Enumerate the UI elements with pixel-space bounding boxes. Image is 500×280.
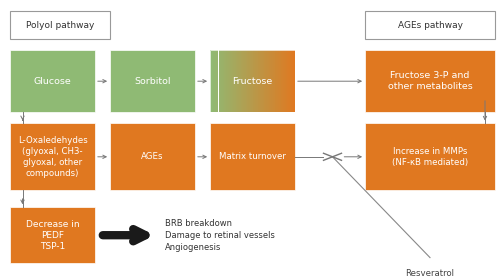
Bar [272,50,273,112]
Bar [265,50,266,112]
Bar [228,50,230,112]
Bar [284,50,285,112]
Text: Resveratrol: Resveratrol [406,269,454,278]
Bar [211,50,212,112]
Bar [231,50,232,112]
Bar [236,50,237,112]
Bar [276,50,277,112]
Text: BRB breakdown
Damage to retinal vessels
Angiogenesis: BRB breakdown Damage to retinal vessels … [165,219,275,251]
Bar [212,50,214,112]
Text: Fructose: Fructose [232,77,272,86]
Bar [210,50,211,112]
Text: AGEs: AGEs [142,152,164,161]
Bar [238,50,239,112]
Text: Sorbitol: Sorbitol [134,77,171,86]
Bar [240,50,242,112]
Bar [245,50,246,112]
Bar [10,207,95,263]
Bar [10,11,110,39]
Bar [223,50,224,112]
Text: Glucose: Glucose [34,77,72,86]
Text: Fructose 3-P and
other metabolites: Fructose 3-P and other metabolites [388,71,472,91]
Bar [10,50,95,112]
Bar [266,50,267,112]
Bar [249,50,250,112]
Bar [258,50,260,112]
Bar [290,50,291,112]
Bar [271,50,272,112]
Bar [220,50,221,112]
Bar [264,50,265,112]
Text: Matrix turnover: Matrix turnover [219,152,286,161]
Bar [256,50,257,112]
Bar [294,50,295,112]
Bar [217,50,218,112]
Bar [279,50,280,112]
Text: L-Oxaledehydes
(glyoxal, CH3-
glyoxal, other
compounds): L-Oxaledehydes (glyoxal, CH3- glyoxal, o… [18,136,87,178]
Text: Increase in MMPs
(NF-κB mediated): Increase in MMPs (NF-κB mediated) [392,147,468,167]
Bar [262,50,264,112]
Bar [237,50,238,112]
Bar [246,50,248,112]
Bar [286,50,288,112]
Bar [214,50,215,112]
Bar [232,50,233,112]
Bar [248,50,249,112]
Bar [278,50,279,112]
Bar [239,50,240,112]
Bar [260,50,261,112]
Bar [257,50,258,112]
Bar [255,50,256,112]
Text: Decrease in
PEDF
TSP-1: Decrease in PEDF TSP-1 [26,220,80,251]
Bar [218,50,220,112]
Bar [221,50,222,112]
Bar [251,50,252,112]
Bar [233,50,234,112]
Bar [273,50,274,112]
Bar [365,123,495,190]
Bar [243,50,244,112]
Bar [283,50,284,112]
Bar [280,50,281,112]
Bar [285,50,286,112]
Bar [261,50,262,112]
Text: Polyol pathway: Polyol pathway [26,21,94,30]
Bar [210,123,295,190]
Bar [234,50,236,112]
Bar [10,123,95,190]
Bar [110,123,195,190]
Bar [230,50,231,112]
Bar [268,50,270,112]
Bar [267,50,268,112]
Bar [110,50,195,112]
Bar [226,50,227,112]
Bar [242,50,243,112]
Bar [216,50,217,112]
Bar [215,50,216,112]
Bar [227,50,228,112]
Text: AGEs pathway: AGEs pathway [398,21,462,30]
Bar [250,50,251,112]
Bar [292,50,294,112]
Bar [252,50,254,112]
Bar [274,50,276,112]
Bar [254,50,255,112]
Bar [365,11,495,39]
Bar [289,50,290,112]
Bar [288,50,289,112]
Bar [282,50,283,112]
Bar [291,50,292,112]
Bar [270,50,271,112]
Bar [224,50,226,112]
Bar [244,50,245,112]
Bar [365,50,495,112]
Bar [277,50,278,112]
Bar [210,50,295,112]
